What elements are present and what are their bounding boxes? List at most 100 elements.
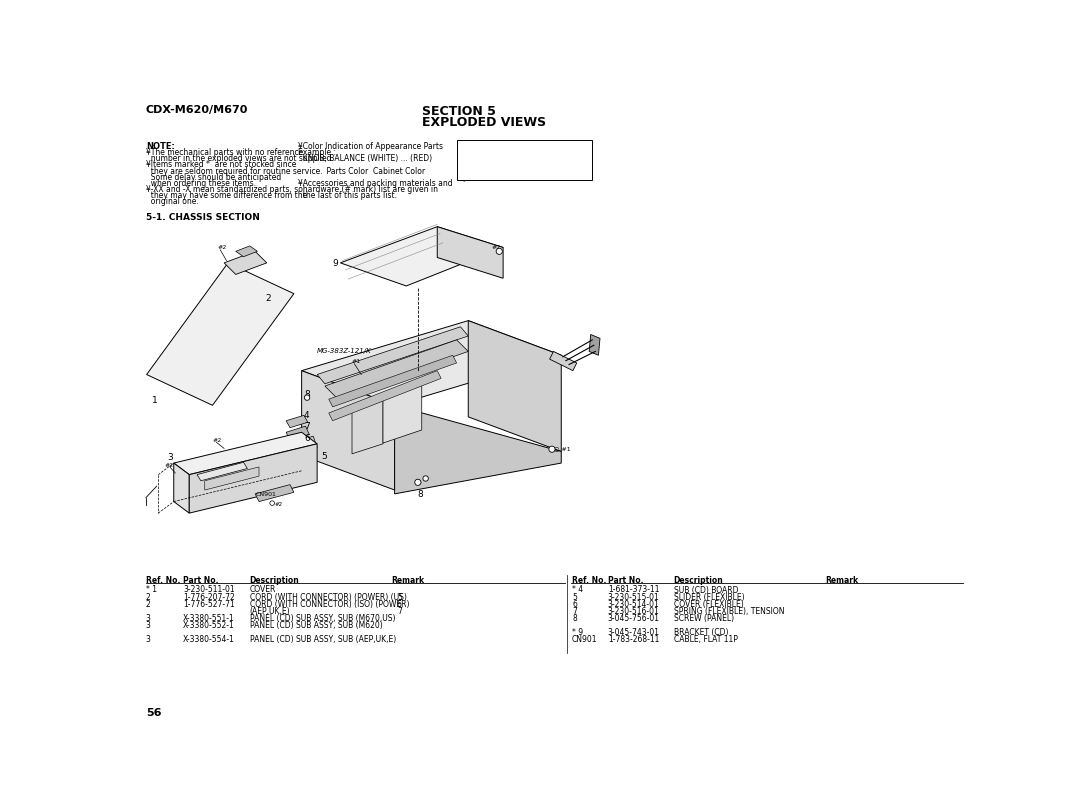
Text: ¥-XX and -X mean standardized parts, so: ¥-XX and -X mean standardized parts, so xyxy=(146,185,302,194)
Polygon shape xyxy=(301,371,394,490)
Text: PANEL (CD) SUB ASSY, SUB (M670,US): PANEL (CD) SUB ASSY, SUB (M670,US) xyxy=(249,614,395,623)
Text: #2: #2 xyxy=(274,501,283,507)
Text: SECTION 5: SECTION 5 xyxy=(422,105,496,118)
Polygon shape xyxy=(147,263,294,406)
Text: * 1: * 1 xyxy=(146,586,157,594)
Text: PANEL (CD) SUB ASSY, SUB (AEP,UK,E): PANEL (CD) SUB ASSY, SUB (AEP,UK,E) xyxy=(249,635,396,644)
Text: * 4: * 4 xyxy=(572,586,583,594)
Text: COVER (FLEXIBLE): COVER (FLEXIBLE) xyxy=(674,599,743,609)
Polygon shape xyxy=(469,320,562,452)
Polygon shape xyxy=(225,251,267,274)
Text: Ref. No.: Ref. No. xyxy=(572,577,607,586)
Text: 1-783-268-11: 1-783-268-11 xyxy=(608,635,659,644)
Text: Replace only with part number: Replace only with part number xyxy=(460,165,578,174)
Circle shape xyxy=(423,476,429,481)
Text: 3: 3 xyxy=(146,614,151,623)
Polygon shape xyxy=(291,436,318,455)
Text: ¥Accessories and packing materials and: ¥Accessories and packing materials and xyxy=(298,179,453,188)
Polygon shape xyxy=(189,444,318,513)
Text: Description: Description xyxy=(249,577,299,586)
Polygon shape xyxy=(174,432,318,474)
Text: Remark: Remark xyxy=(825,577,858,586)
Polygon shape xyxy=(174,463,189,513)
Polygon shape xyxy=(328,355,457,407)
Text: X-3380-551-1: X-3380-551-1 xyxy=(183,614,234,623)
Polygon shape xyxy=(255,485,294,501)
Text: the last of this parts list.: the last of this parts list. xyxy=(298,191,396,200)
Polygon shape xyxy=(437,227,503,278)
Text: CN901: CN901 xyxy=(572,635,597,644)
Text: hardware (# mark) list are given in: hardware (# mark) list are given in xyxy=(298,185,437,194)
Text: 8: 8 xyxy=(418,490,423,499)
Text: CORD (WITH CONNECTOR) (POWER) (US): CORD (WITH CONNECTOR) (POWER) (US) xyxy=(249,593,406,602)
Text: 7: 7 xyxy=(572,607,577,616)
Circle shape xyxy=(305,395,310,401)
Text: #1: #1 xyxy=(352,359,361,364)
Text: 3: 3 xyxy=(167,453,173,462)
Text: Description: Description xyxy=(674,577,724,586)
Text: ¥The mechanical parts with no reference: ¥The mechanical parts with no reference xyxy=(146,148,303,157)
Polygon shape xyxy=(286,415,308,427)
Text: 1: 1 xyxy=(152,396,158,405)
Text: 1-776-527-71: 1-776-527-71 xyxy=(183,599,234,609)
Text: 5-1. CHASSIS SECTION: 5-1. CHASSIS SECTION xyxy=(146,212,259,222)
Text: X-3380-554-1: X-3380-554-1 xyxy=(183,635,235,644)
Polygon shape xyxy=(197,462,247,481)
Text: Ref. No.: Ref. No. xyxy=(146,577,180,586)
Polygon shape xyxy=(235,246,257,257)
Text: ○ #1: ○ #1 xyxy=(554,446,570,451)
Text: KNOB, BALANCE (WHITE) ... (RED): KNOB, BALANCE (WHITE) ... (RED) xyxy=(298,154,432,163)
Text: CDX-M620/M670: CDX-M620/M670 xyxy=(146,105,248,115)
Text: ¥Color Indication of Appearance Parts: ¥Color Indication of Appearance Parts xyxy=(298,142,443,151)
Text: Part No.: Part No. xyxy=(183,577,218,586)
Text: PANEL (CD) SUB ASSY, SUB (M620): PANEL (CD) SUB ASSY, SUB (M620) xyxy=(249,621,382,630)
Text: Parts Color  Cabinet Color: Parts Color Cabinet Color xyxy=(298,166,424,176)
Text: 2: 2 xyxy=(266,294,271,303)
Text: 3-230-511-01: 3-230-511-01 xyxy=(183,586,234,594)
Text: #2: #2 xyxy=(217,245,227,250)
Text: 3-230-516-01: 3-230-516-01 xyxy=(608,607,660,616)
Text: EXPLODED VIEWS: EXPLODED VIEWS xyxy=(422,116,545,129)
Text: when ordering these items.: when ordering these items. xyxy=(146,179,256,188)
Text: 6: 6 xyxy=(397,599,402,609)
Text: ¥Items marked *  are not stocked since: ¥Items marked * are not stocked since xyxy=(146,161,296,169)
Text: are critical for safety.: are critical for safety. xyxy=(460,158,551,167)
Text: * 9: * 9 xyxy=(572,628,583,637)
Text: 9: 9 xyxy=(333,259,338,268)
Text: number in the exploded views are not supplied.: number in the exploded views are not sup… xyxy=(146,154,334,163)
Text: 7: 7 xyxy=(397,607,402,616)
Circle shape xyxy=(496,248,502,255)
Text: COVER: COVER xyxy=(249,586,276,594)
Text: they are seldom required for routine service.: they are seldom required for routine ser… xyxy=(146,166,323,176)
Text: 1-776-207-72: 1-776-207-72 xyxy=(183,593,234,602)
Text: 2: 2 xyxy=(146,599,150,609)
Text: original one.: original one. xyxy=(146,197,199,207)
Polygon shape xyxy=(205,467,259,490)
Text: The components identified by: The components identified by xyxy=(460,144,573,152)
Polygon shape xyxy=(325,340,469,397)
Text: 5: 5 xyxy=(572,593,577,602)
Text: 4: 4 xyxy=(303,411,310,420)
Text: #2: #2 xyxy=(491,245,501,250)
Text: Part No.: Part No. xyxy=(608,577,644,586)
Text: 2: 2 xyxy=(146,593,150,602)
Text: 1-681-373-11: 1-681-373-11 xyxy=(608,586,659,594)
Text: CN901: CN901 xyxy=(255,492,276,497)
Text: X-3380-552-1: X-3380-552-1 xyxy=(183,621,234,630)
Text: 8: 8 xyxy=(303,390,310,399)
Text: mark    or dotted line with mark: mark or dotted line with mark xyxy=(460,151,582,160)
Circle shape xyxy=(270,501,274,505)
Text: Remark: Remark xyxy=(391,577,423,586)
Text: SUB (CD) BOARD: SUB (CD) BOARD xyxy=(674,586,738,594)
Text: CABLE, FLAT 11P: CABLE, FLAT 11P xyxy=(674,635,738,644)
Text: #2: #2 xyxy=(213,439,221,444)
Text: 3-045-743-01: 3-045-743-01 xyxy=(608,628,660,637)
Polygon shape xyxy=(328,371,441,421)
Text: 8: 8 xyxy=(572,614,577,623)
Text: 3-045-756-01: 3-045-756-01 xyxy=(608,614,660,623)
Polygon shape xyxy=(340,227,503,286)
Polygon shape xyxy=(352,395,383,454)
Text: 5: 5 xyxy=(397,593,402,602)
Text: Some delay should be anticipated: Some delay should be anticipated xyxy=(146,173,281,182)
Text: CORD (WITH CONNECTOR) (ISO) (POWER): CORD (WITH CONNECTOR) (ISO) (POWER) xyxy=(249,599,409,609)
